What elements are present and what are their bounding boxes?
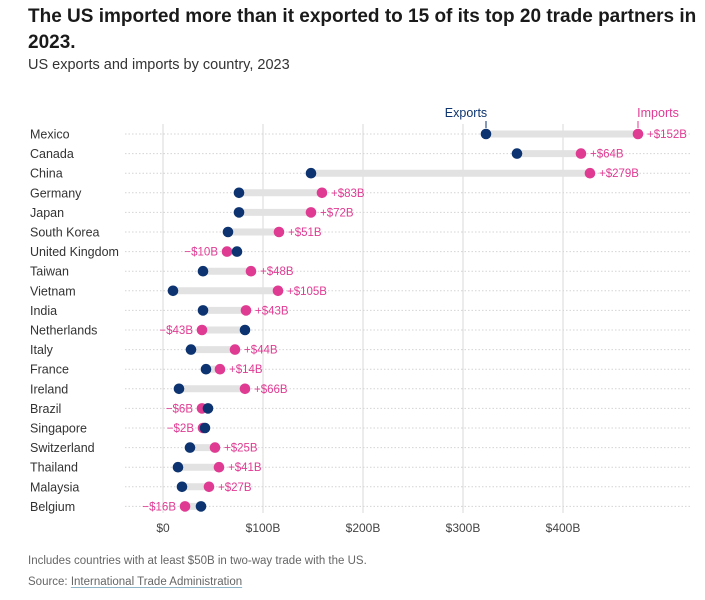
country-label: Ireland <box>30 382 68 396</box>
balance-label: −$10B <box>184 247 218 259</box>
x-axis: $0 $100B $200B $300B $400B <box>156 521 580 535</box>
imports-point <box>273 226 285 238</box>
balance-label: +$43B <box>255 305 289 317</box>
imports-point <box>196 324 208 336</box>
exports-point <box>480 128 492 140</box>
balance-label: +$72B <box>320 207 354 219</box>
imports-point <box>316 187 328 199</box>
x-tick-label: $200B <box>346 521 381 535</box>
country-label: Germany <box>30 186 82 200</box>
country-label: South Korea <box>30 226 100 240</box>
balance-label: +$14B <box>229 364 263 376</box>
country-label: Malaysia <box>30 480 79 494</box>
legend: Exports Imports <box>445 106 679 128</box>
balance-label: +$64B <box>590 149 624 161</box>
imports-point <box>584 167 596 179</box>
exports-point <box>231 246 243 257</box>
imports-point <box>209 442 221 453</box>
country-label: Taiwan <box>30 265 69 279</box>
imports-point <box>305 207 317 218</box>
exports-point <box>173 383 185 395</box>
exports-point <box>185 344 197 355</box>
balance-label: +$27B <box>218 482 252 494</box>
imports-point <box>240 305 252 316</box>
legend-exports: Exports <box>445 106 487 120</box>
balance-label: +$66B <box>254 384 288 396</box>
legend-imports: Imports <box>637 106 679 120</box>
balance-label: +$105B <box>287 286 327 298</box>
country-label: Singapore <box>30 422 87 436</box>
exports-point <box>172 461 184 473</box>
imports-point <box>245 265 257 277</box>
country-label: Mexico <box>30 128 70 142</box>
exports-point <box>233 187 245 199</box>
exports-point <box>195 501 207 512</box>
country-label: United Kingdom <box>30 245 119 259</box>
balance-label: −$2B <box>167 423 195 435</box>
source-line: Source: International Trade Administrati… <box>28 576 242 588</box>
exports-point <box>197 305 209 316</box>
imports-point <box>213 461 225 473</box>
exports-point <box>200 363 212 375</box>
exports-point <box>167 285 179 297</box>
country-label: Canada <box>30 147 74 161</box>
country-label: Italy <box>30 343 54 357</box>
country-label: Netherlands <box>30 324 97 338</box>
imports-point <box>221 246 233 257</box>
x-tick-label: $400B <box>546 521 581 535</box>
source-prefix: Source: <box>28 576 71 588</box>
imports-point <box>239 383 251 395</box>
chart-subtitle: US exports and imports by country, 2023 <box>28 57 290 73</box>
exports-point <box>176 481 188 493</box>
imports-point <box>632 128 644 140</box>
country-label: China <box>30 167 63 181</box>
country-label: Japan <box>30 206 64 220</box>
exports-point <box>511 148 523 159</box>
balance-label: −$43B <box>159 325 193 337</box>
footnote: Includes countries with at least $50B in… <box>28 555 367 567</box>
exports-point <box>239 324 251 336</box>
exports-point <box>222 226 234 238</box>
exports-point <box>305 167 317 179</box>
exports-point <box>184 442 196 453</box>
country-label: Vietnam <box>30 284 76 298</box>
balance-label: +$51B <box>288 227 322 239</box>
balance-label: −$6B <box>166 403 194 415</box>
balance-label: −$16B <box>142 501 176 513</box>
country-label: Brazil <box>30 402 61 416</box>
imports-point <box>203 481 215 493</box>
x-tick-label: $300B <box>446 521 481 535</box>
country-label: Belgium <box>30 500 75 514</box>
gridlines <box>162 124 564 513</box>
balance-label: +$48B <box>260 266 294 278</box>
balance-label: +$152B <box>647 129 687 141</box>
balance-label: +$41B <box>228 462 262 474</box>
imports-point <box>272 285 284 297</box>
rows: Mexico +$152B Canada +$64B China +$279B German… <box>30 128 690 514</box>
exports-point <box>202 403 214 414</box>
imports-point <box>575 148 587 159</box>
country-label: Switzerland <box>30 441 95 455</box>
imports-point <box>214 363 226 375</box>
source-link[interactable]: International Trade Administration <box>70 576 243 588</box>
country-label: India <box>30 304 57 318</box>
exports-point <box>197 265 209 277</box>
dumbbell-chart: Mexico +$152B Canada +$64B China +$279B German… <box>30 106 690 535</box>
country-label: France <box>30 363 69 377</box>
exports-point <box>233 207 245 218</box>
country-label: Thailand <box>30 461 78 475</box>
balance-label: +$44B <box>244 345 278 357</box>
imports-point <box>179 501 191 512</box>
balance-label: +$83B <box>331 188 365 200</box>
imports-point <box>229 344 241 355</box>
exports-point <box>199 422 211 434</box>
balance-label: +$25B <box>224 443 258 455</box>
x-tick-label: $100B <box>246 521 281 535</box>
balance-label: +$279B <box>599 168 639 180</box>
x-tick-label: $0 <box>156 521 170 535</box>
chart-title: The US imported more than it exported to… <box>28 6 697 53</box>
